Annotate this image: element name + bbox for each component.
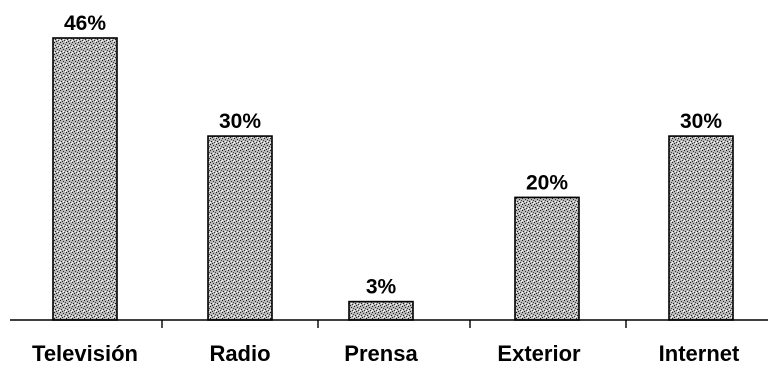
category-label-2: Prensa	[344, 341, 418, 366]
value-label-3: 20%	[526, 171, 568, 194]
x-axis-ticks	[161, 320, 627, 328]
category-label-3: Exterior	[497, 341, 581, 366]
value-label-2: 3%	[366, 276, 397, 299]
value-labels-layer: 46% 30% 3% 20% 30%	[64, 12, 722, 299]
category-label-0: Televisión	[32, 341, 138, 366]
bar-1	[207, 135, 273, 321]
bar-2	[348, 300, 414, 321]
value-label-4: 30%	[680, 110, 722, 133]
category-label-1: Radio	[209, 341, 270, 366]
bar-3	[514, 196, 580, 321]
bars-layer	[52, 37, 734, 321]
bar-4	[668, 135, 734, 321]
value-label-0: 46%	[64, 12, 106, 35]
category-labels-layer: Televisión Radio Prensa Exterior Internet	[32, 341, 740, 366]
category-label-4: Internet	[659, 341, 740, 366]
bar-0	[52, 37, 118, 321]
value-label-1: 30%	[219, 110, 261, 133]
